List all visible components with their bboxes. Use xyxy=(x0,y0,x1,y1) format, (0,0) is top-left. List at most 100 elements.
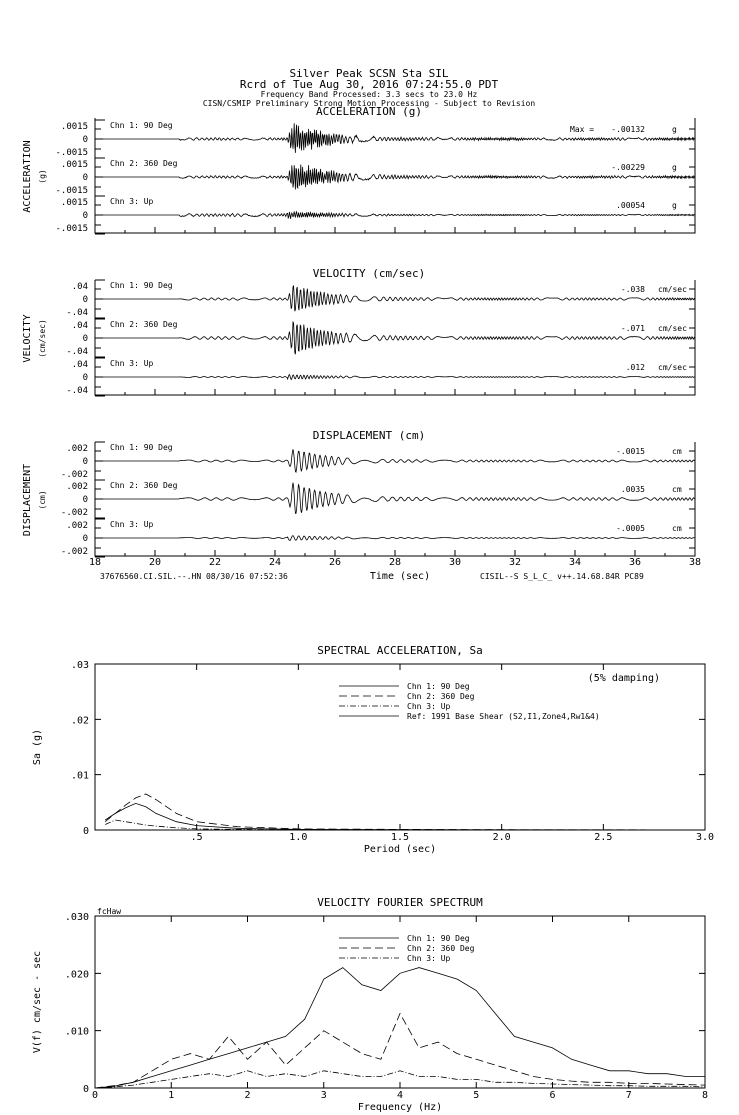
series-line xyxy=(94,967,705,1089)
y-tick-label: 0 xyxy=(83,334,88,344)
x-tick-label: 3 xyxy=(321,1090,327,1101)
y-tick-label: .030 xyxy=(65,912,89,923)
y-tick-label: -.002 xyxy=(61,470,88,480)
x-tick-label: .5 xyxy=(191,832,203,843)
channel-label: Chn 1: 90 Deg xyxy=(110,443,173,452)
channel-max: .00054 xyxy=(616,201,645,210)
x-tick-label: 34 xyxy=(569,557,581,568)
channel-trace xyxy=(95,210,695,220)
y-tick-label: -.0015 xyxy=(55,148,88,158)
channel-unit: g xyxy=(672,163,677,172)
chart-title: SPECTRAL ACCELERATION, Sa xyxy=(317,644,483,657)
panel-title: VELOCITY (cm/sec) xyxy=(313,267,426,280)
channel-label: Chn 1: 90 Deg xyxy=(110,121,173,130)
y-tick-label: .002 xyxy=(66,444,88,454)
station-title: Silver Peak SCSN Sta SIL xyxy=(290,67,449,80)
channel-trace xyxy=(95,449,695,474)
y-tick-label: 0 xyxy=(83,457,88,467)
damping-note: (5% damping) xyxy=(588,673,660,684)
series-line xyxy=(94,1070,706,1089)
y-tick-label: .03 xyxy=(71,660,89,671)
channel-trace xyxy=(95,320,695,355)
panel-y-unit: (cm/sec) xyxy=(38,319,47,358)
channel-unit: g xyxy=(672,201,677,210)
channel-label: Chn 3: Up xyxy=(110,520,154,529)
y-tick-label: -.002 xyxy=(61,547,88,557)
record-date: Rcrd of Tue Aug 30, 2016 07:24:55.0 PDT xyxy=(240,78,499,91)
y-tick-label: .0015 xyxy=(61,160,88,170)
x-tick-label: 30 xyxy=(449,557,461,568)
y-tick-label: .04 xyxy=(72,360,88,370)
x-tick-label: 2.0 xyxy=(493,832,511,843)
fourier-spectrum-chart: VELOCITY FOURIER SPECTRUM Frequency (Hz) V… xyxy=(32,896,708,1113)
y-tick-label: -.04 xyxy=(66,347,88,357)
channel-label: Chn 2: 360 Deg xyxy=(110,481,178,490)
channel-label: Chn 1: 90 Deg xyxy=(110,281,173,290)
channel-trace xyxy=(95,284,695,312)
panel-y-label: DISPLACEMENT xyxy=(22,464,33,536)
y-ticks xyxy=(95,318,695,358)
channel-max: -.00132 xyxy=(611,125,645,134)
x-tick-label: 7 xyxy=(626,1090,632,1101)
x-tick-label: 36 xyxy=(629,557,641,568)
x-tick-label: 38 xyxy=(689,557,701,568)
y-tick-label: .002 xyxy=(66,521,88,531)
x-tick-label: 28 xyxy=(389,557,401,568)
time-series-panels: ACCELERATION (g) ACCELERATION (g) .0015 0 -.0… xyxy=(22,105,701,568)
processing-note: CISN/CSMIP Preliminary Strong Motion Pro… xyxy=(203,99,536,108)
panel-title: ACCELERATION (g) xyxy=(316,105,422,118)
legend-label: Chn 3: Up xyxy=(407,702,451,711)
y-tick-label: -.0015 xyxy=(55,224,88,234)
channel-max: -.0005 xyxy=(616,524,645,533)
channel-unit: cm/sec xyxy=(658,324,687,333)
series-line xyxy=(104,793,706,831)
x-axis-label: Period (sec) xyxy=(364,844,436,855)
y-tick-label: -.04 xyxy=(66,386,88,396)
y-axis-label: V(f) cm/sec - sec xyxy=(32,951,43,1053)
x-tick-label: 26 xyxy=(329,557,341,568)
y-tick-label: -.002 xyxy=(61,508,88,518)
x-tick-label: 2.5 xyxy=(594,832,612,843)
channel-trace xyxy=(95,123,695,153)
max-prefix: Max = xyxy=(570,125,594,134)
channel-trace xyxy=(95,164,695,190)
channel-max: -.071 xyxy=(621,324,645,333)
x-tick-label: 4 xyxy=(397,1090,403,1101)
series-line xyxy=(104,802,706,831)
channel-unit: cm/sec xyxy=(658,285,687,294)
x-tick-label: 20 xyxy=(149,557,161,568)
channel-max: .012 xyxy=(626,363,645,372)
y-tick-label: .010 xyxy=(65,1027,89,1038)
x-tick-label: 18 xyxy=(89,557,101,568)
plot-frame xyxy=(94,915,706,1089)
y-tick-label: .002 xyxy=(66,482,88,492)
channel-trace xyxy=(95,535,695,541)
channel-unit: g xyxy=(672,125,677,134)
chart-title: VELOCITY FOURIER SPECTRUM xyxy=(317,896,483,909)
channel-label: Chn 3: Up xyxy=(110,359,154,368)
channel-unit: cm xyxy=(672,485,682,494)
y-tick-label: 0 xyxy=(83,534,88,544)
legend-label: Ref: 1991 Base Shear (S2,I1,Zone4,Rw1&4) xyxy=(407,712,600,721)
y-tick-label: 0 xyxy=(83,373,88,383)
y-tick-label: 0 xyxy=(83,1084,89,1095)
x-tick-label: 24 xyxy=(269,557,281,568)
channel-max: -.00229 xyxy=(611,163,645,172)
spectral-acceleration-chart: SPECTRAL ACCELERATION, Sa Period (sec) Sa … xyxy=(32,644,714,855)
x-tick-label: 32 xyxy=(509,557,521,568)
x-tick-label: 22 xyxy=(209,557,221,568)
channel-unit: cm xyxy=(672,447,682,456)
y-tick-label: -.04 xyxy=(66,308,88,318)
x-tick-label: 1.5 xyxy=(391,832,409,843)
y-ticks xyxy=(95,279,695,319)
x-tick-label: 0 xyxy=(92,1090,98,1101)
plot-frame xyxy=(94,663,706,831)
x-axis-label: Frequency (Hz) xyxy=(358,1102,442,1113)
series-line xyxy=(94,1012,706,1089)
channel-label: Chn 2: 360 Deg xyxy=(110,320,178,329)
y-tick-label: 0 xyxy=(83,135,88,145)
x-tick-label: 5 xyxy=(473,1090,479,1101)
x-tick-label: 1.0 xyxy=(289,832,307,843)
channel-unit: cm xyxy=(672,524,682,533)
